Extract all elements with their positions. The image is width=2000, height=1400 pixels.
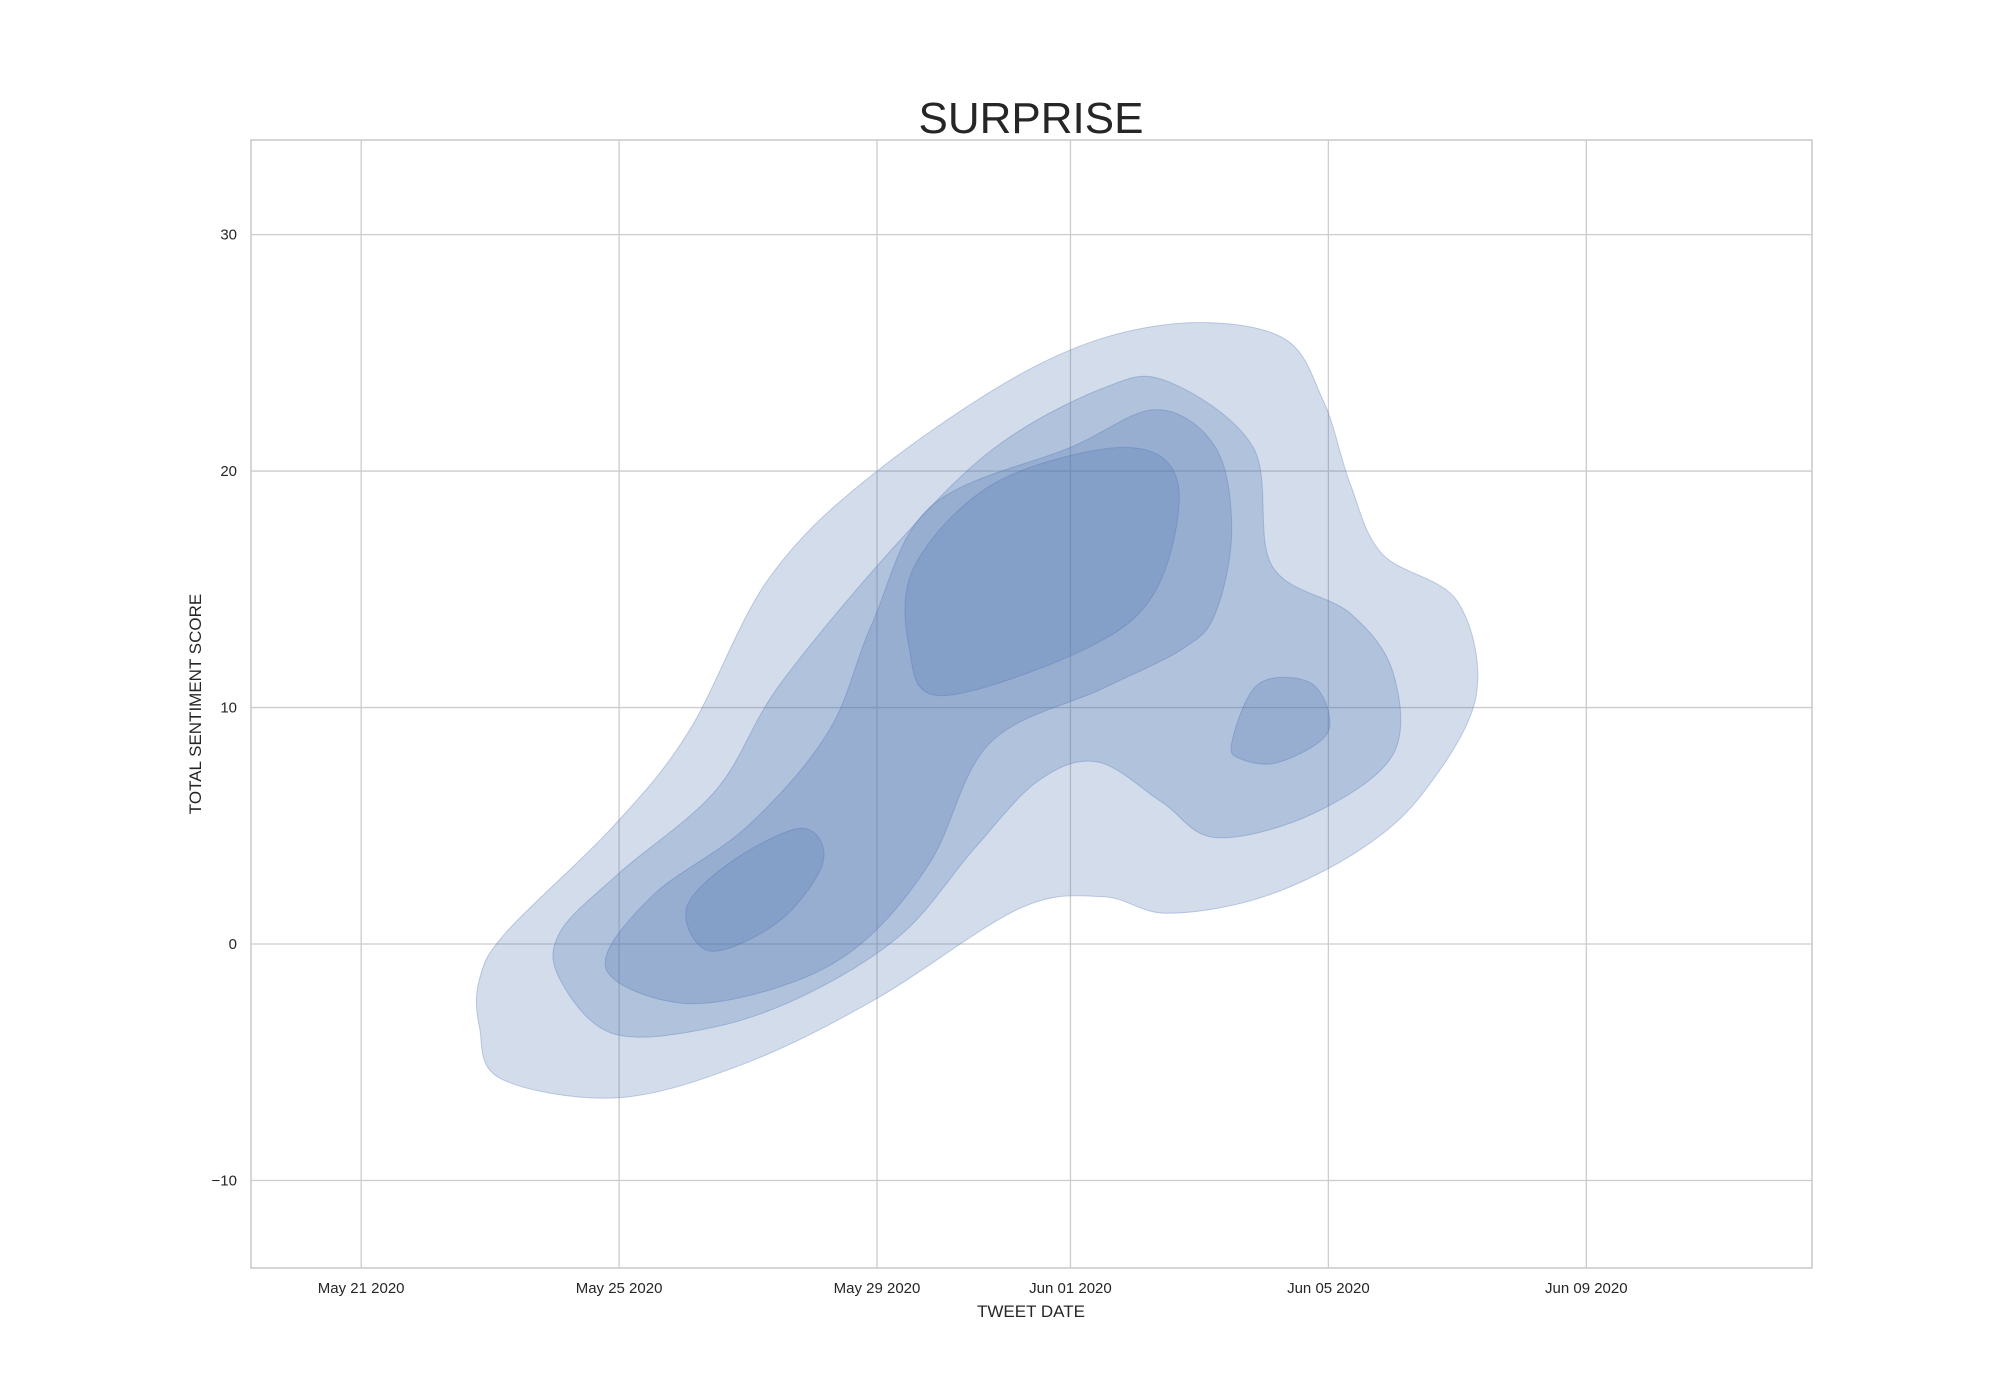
y-tick-label: 0 bbox=[229, 936, 237, 953]
x-tick-label: May 29 2020 bbox=[834, 1280, 921, 1297]
y-tick-label: 10 bbox=[220, 700, 237, 717]
y-tick-label: 30 bbox=[220, 227, 237, 244]
x-axis-ticks: May 21 2020 May 25 2020 May 29 2020 Jun 01 … bbox=[318, 1280, 1628, 1297]
y-tick-label: −10 bbox=[212, 1173, 237, 1190]
plot-frame bbox=[250, 139, 1813, 1269]
x-tick-label: May 25 2020 bbox=[576, 1280, 663, 1297]
x-tick-label: Jun 01 2020 bbox=[1029, 1280, 1112, 1297]
x-tick-label: Jun 05 2020 bbox=[1287, 1280, 1370, 1297]
y-axis-label: TOTAL SENTIMENT SCORE bbox=[186, 594, 205, 814]
x-tick-label: May 21 2020 bbox=[318, 1280, 405, 1297]
density-contour-level-1 bbox=[475, 322, 1479, 1099]
x-axis-label: TWEET DATE bbox=[977, 1302, 1085, 1321]
y-tick-label: 20 bbox=[220, 463, 237, 480]
density-contour-level-3 bbox=[604, 409, 1233, 1005]
density-contour-level-2 bbox=[552, 375, 1402, 1038]
chart-title: SURPRISE bbox=[919, 94, 1144, 143]
y-axis-ticks: 30 20 10 0 −10 bbox=[212, 227, 237, 1190]
density-contour-level-4c bbox=[1230, 676, 1331, 765]
x-tick-label: Jun 09 2020 bbox=[1545, 1280, 1628, 1297]
gridlines bbox=[251, 140, 1812, 1268]
density-contours bbox=[475, 322, 1479, 1099]
density-contour-level-4b bbox=[685, 827, 825, 952]
density-contour-level-4a bbox=[904, 446, 1180, 697]
